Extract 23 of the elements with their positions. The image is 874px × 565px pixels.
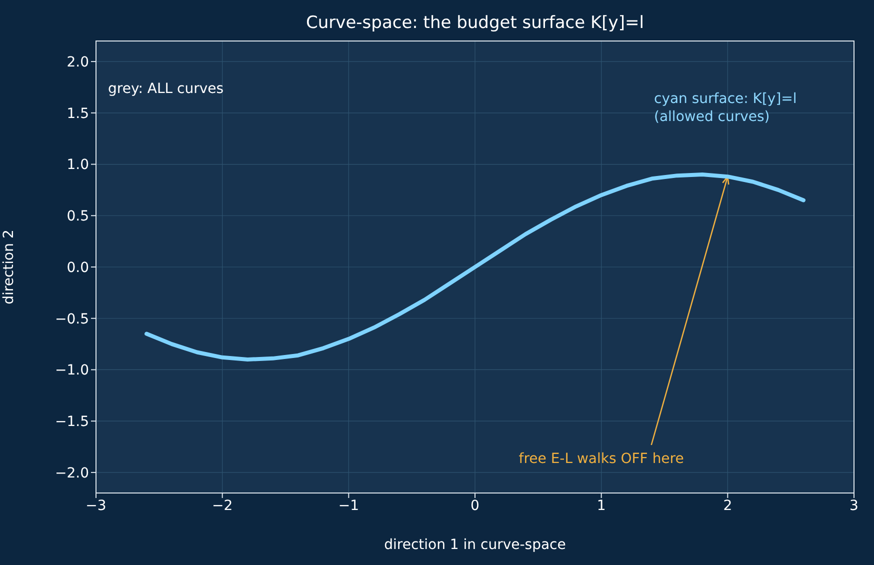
y-tick-label: −1.5 xyxy=(55,414,89,430)
y-tick-label: 1.5 xyxy=(66,106,89,122)
x-axis-title: direction 1 in curve-space xyxy=(384,537,566,553)
y-tick-label: 2.0 xyxy=(66,54,89,71)
line-series xyxy=(144,172,806,362)
x-tick-label: −3 xyxy=(86,498,106,514)
y-tick-label: −1.0 xyxy=(55,362,89,379)
y-tick-label: 1.0 xyxy=(66,157,89,174)
y-tick-label: 0.0 xyxy=(66,260,89,276)
x-tick-label: −1 xyxy=(338,498,359,514)
y-tick-label: −0.5 xyxy=(55,311,89,328)
x-tick-label: 3 xyxy=(850,498,858,514)
annotation: cyan surface: K[y]=l (allowed curves) xyxy=(654,91,797,125)
y-tick-label: 0.5 xyxy=(66,208,89,225)
x-tick-label: 1 xyxy=(596,498,606,514)
y-tick-label: −2.0 xyxy=(55,465,89,482)
y-axis-title: direction 2 xyxy=(0,230,17,304)
x-tick-label: 0 xyxy=(470,498,480,514)
x-tick-label: 2 xyxy=(723,498,732,514)
annotation: free E-L walks OFF here xyxy=(518,451,684,467)
annotation: grey: ALL curves xyxy=(108,81,224,97)
chart-title: Curve-space: the budget surface K[y]=l xyxy=(306,13,644,33)
x-tick-label: −2 xyxy=(212,498,233,514)
